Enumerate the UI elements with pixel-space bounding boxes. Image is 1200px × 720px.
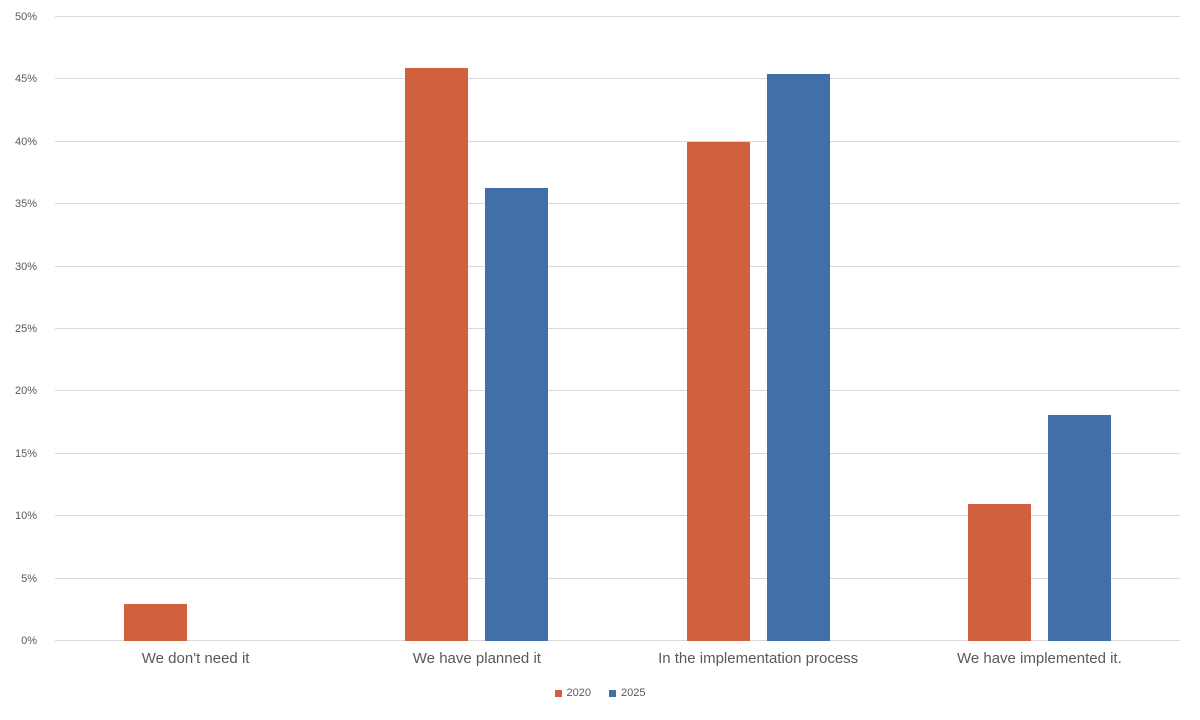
bar-group-3 [618, 17, 899, 641]
gridlines [55, 16, 1180, 641]
y-tick-label-5: 5% [21, 572, 37, 585]
bar-2020-category-1 [124, 603, 188, 641]
y-tick-label-35: 35% [14, 198, 37, 211]
y-tick-label-30: 30% [14, 260, 37, 273]
bar-2025-category-2 [485, 187, 549, 641]
x-axis-label-3: In the implementation process [658, 650, 859, 667]
x-axis-label-2: We have planned it [412, 650, 541, 667]
legend-swatch-2020 [554, 689, 562, 697]
legend-label-2025: 2025 [621, 687, 646, 699]
y-tick-label-25: 25% [14, 323, 37, 335]
gridline-0 [55, 640, 1180, 641]
gridline-25 [55, 328, 1180, 329]
bar-2020-category-3 [686, 141, 750, 641]
legend: 2020 2025 [0, 687, 1200, 699]
y-axis: 0% 5% 10% 15% 20% 25% 30% 35% 40% 45% 50% [0, 11, 45, 647]
y-tick-label-15: 15% [14, 447, 37, 460]
gridline-10 [55, 515, 1180, 517]
legend-label-2020: 2020 [566, 687, 591, 699]
bar-group-1 [55, 17, 336, 641]
legend-swatch-2025 [609, 689, 616, 697]
gridline-35 [55, 203, 1180, 205]
gridline-40 [55, 140, 1180, 142]
plot-area [55, 16, 1180, 641]
y-tick-label-0: 0% [21, 635, 37, 647]
gridline-15 [55, 452, 1180, 454]
bar-groups [55, 17, 1180, 641]
legend-item-2025: 2025 [609, 687, 645, 699]
y-tick-label-20: 20% [14, 385, 37, 398]
gridline-50 [55, 16, 1180, 17]
gridline-5 [55, 577, 1180, 579]
gridline-45 [55, 78, 1180, 80]
legend-item-2020: 2020 [554, 687, 591, 699]
x-axis-labels: We don't need it We have planned it In the… [55, 649, 1180, 668]
y-tick-label-45: 45% [14, 73, 37, 86]
gridline-20 [55, 390, 1180, 392]
bar-2020-category-4 [967, 503, 1031, 641]
bar-2025-category-3 [766, 74, 830, 641]
bar-2025-category-4 [1047, 415, 1111, 641]
x-axis-label-1: We don't need it [141, 650, 250, 667]
bar-2020-category-2 [405, 68, 469, 641]
gridline-30 [55, 265, 1180, 267]
y-tick-label-50: 50% [14, 11, 37, 23]
y-tick-label-10: 10% [14, 510, 37, 523]
bar-group-4 [899, 17, 1180, 641]
x-axis-label-4: We have implemented it. [956, 650, 1122, 667]
bar-group-2 [336, 17, 617, 641]
y-tick-label-40: 40% [14, 135, 37, 148]
